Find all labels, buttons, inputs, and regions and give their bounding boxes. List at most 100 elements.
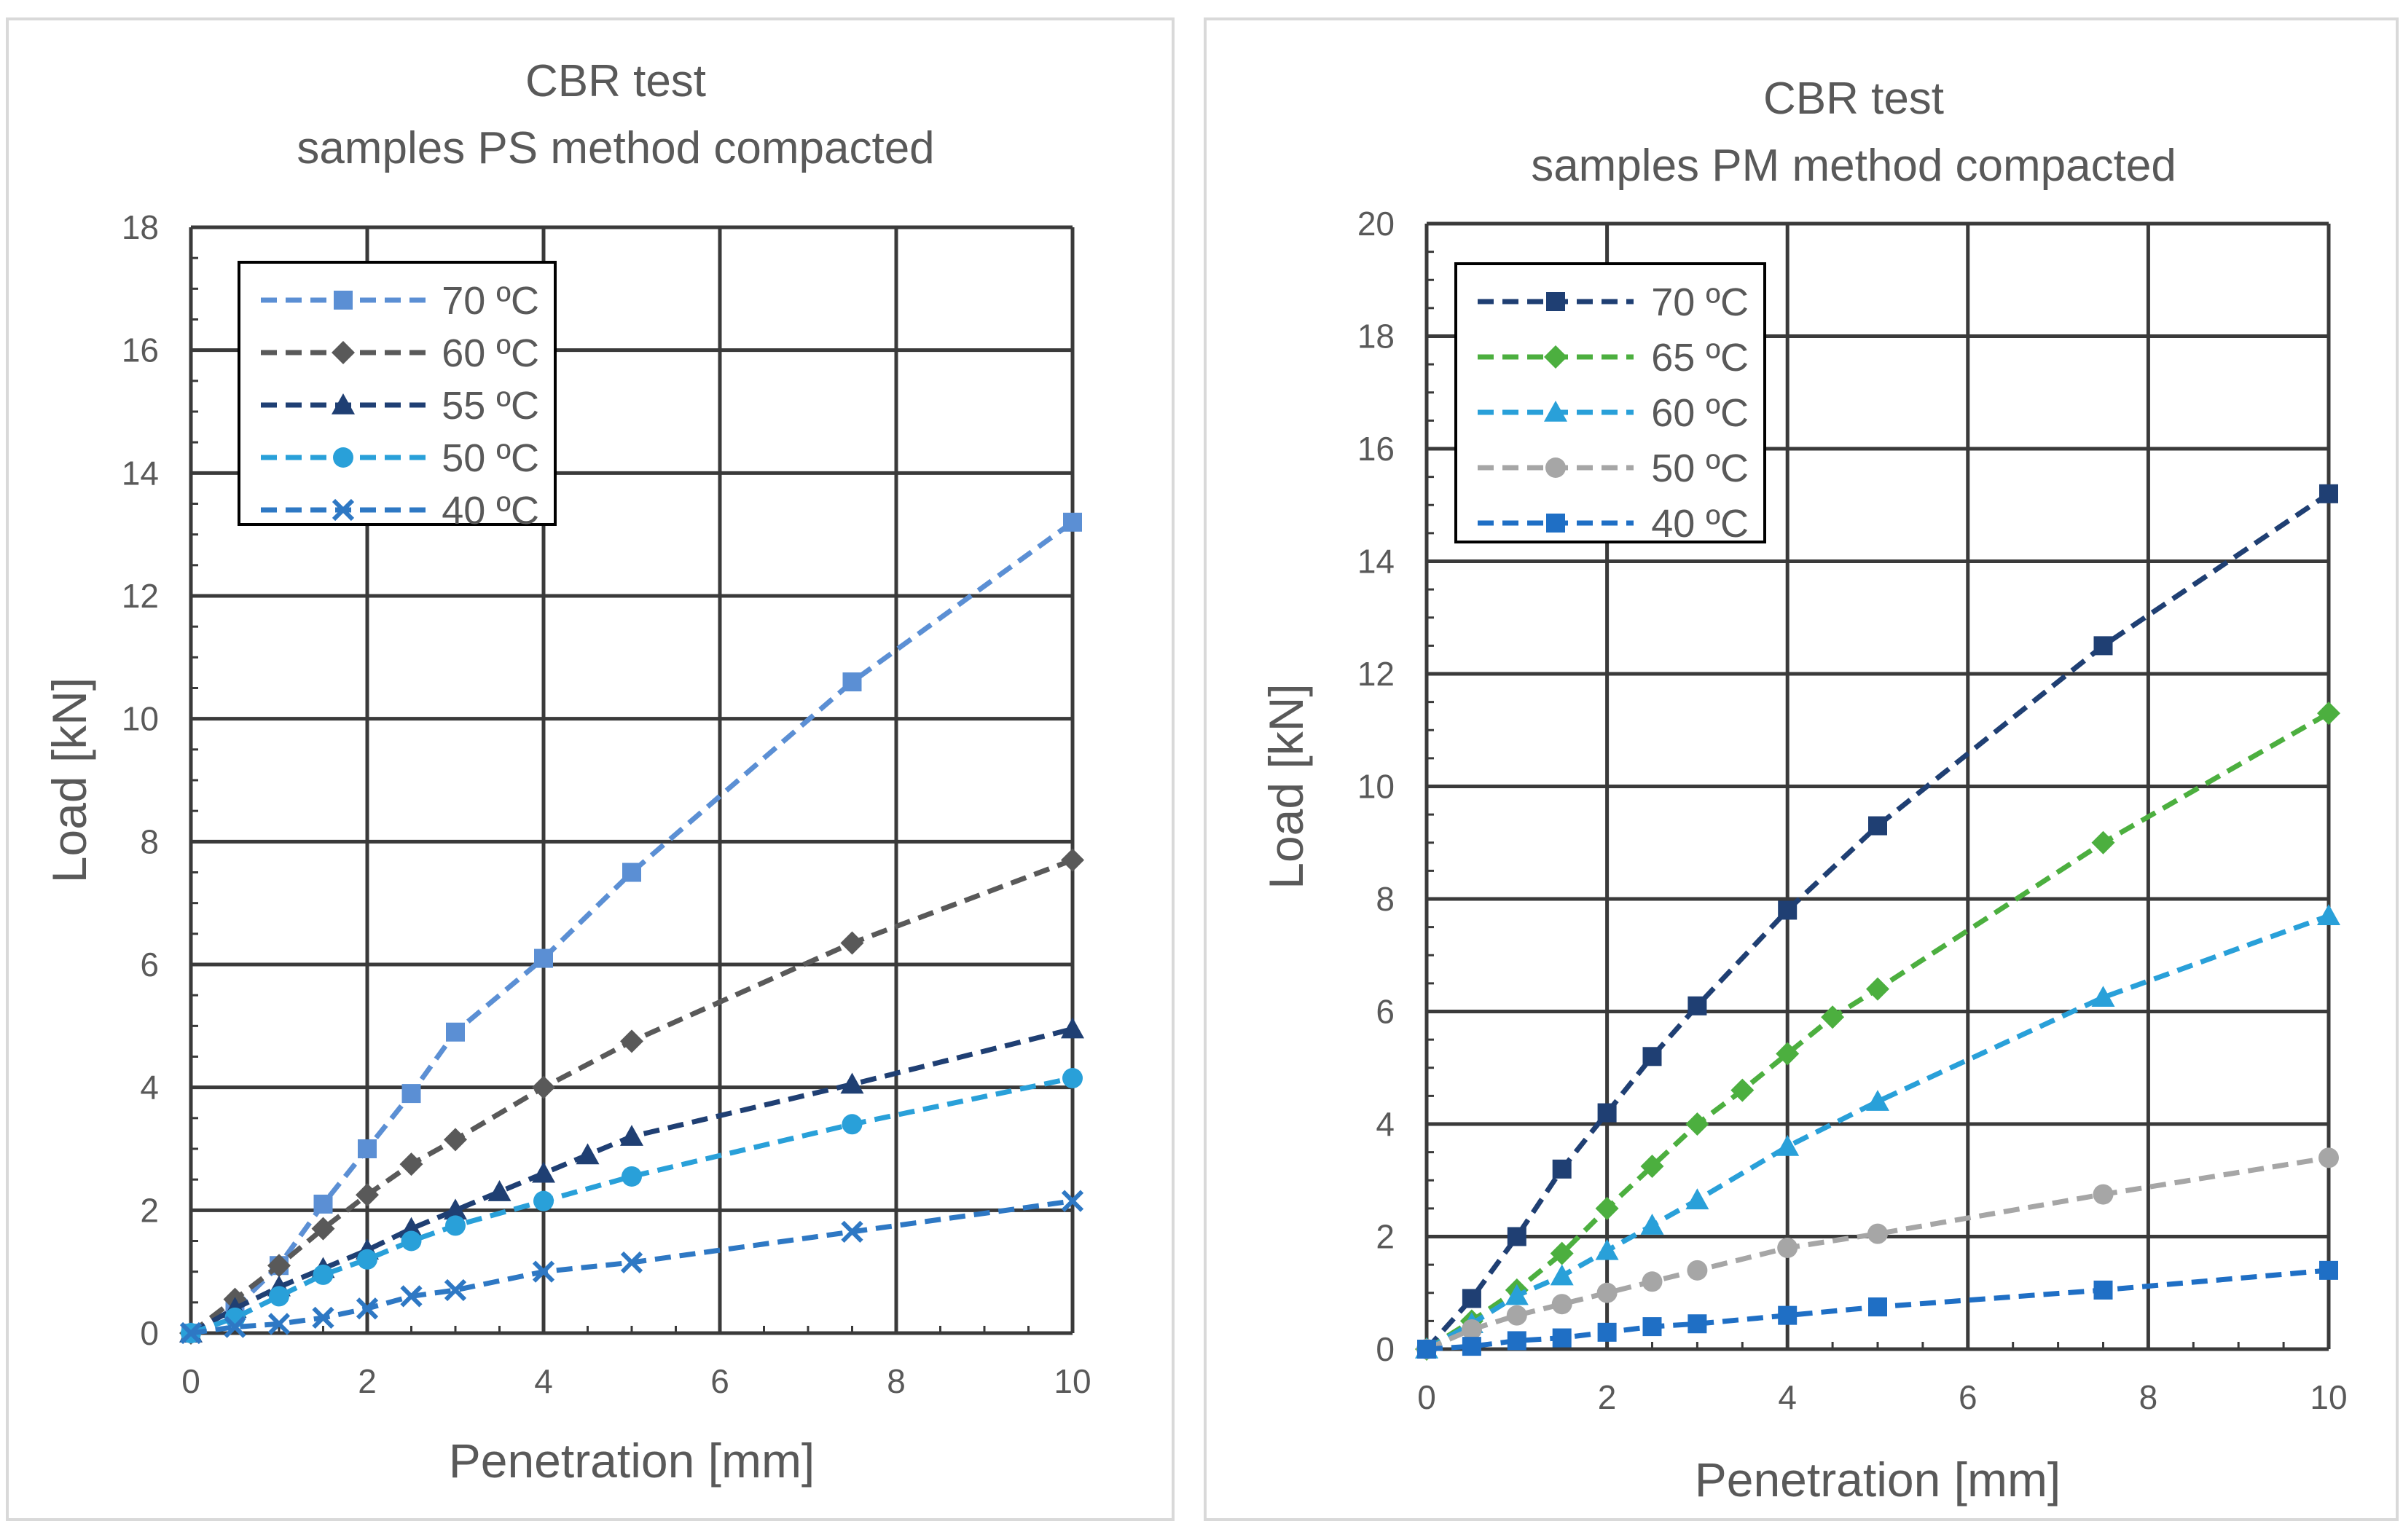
legend-label: 70 ºC — [1651, 280, 1749, 324]
data-point — [840, 931, 864, 955]
data-point — [401, 1084, 421, 1104]
data-point — [1552, 1328, 1572, 1348]
data-point — [1597, 1322, 1617, 1342]
legend-box — [238, 261, 557, 526]
x-tick-label: 4 — [1778, 1378, 1797, 1416]
data-point — [1506, 1305, 1527, 1326]
data-point — [1640, 1214, 1664, 1235]
data-point — [1687, 996, 1707, 1015]
data-point — [1061, 1017, 1084, 1039]
y-tick-label: 16 — [122, 331, 159, 369]
legend-marker — [333, 447, 353, 468]
y-tick-label: 10 — [122, 700, 159, 738]
legend-marker — [1544, 345, 1567, 369]
data-point — [1640, 1154, 1664, 1178]
data-point — [267, 1313, 291, 1335]
y-tick-label: 0 — [1376, 1330, 1395, 1368]
data-point — [1642, 1271, 1663, 1292]
chart-title: samples PM method compacted — [1531, 141, 2176, 191]
x-tick-label: 0 — [181, 1362, 200, 1400]
data-point — [399, 1152, 423, 1176]
legend-label: 50 ºC — [1651, 447, 1749, 490]
data-point — [1777, 1237, 1798, 1258]
data-point — [267, 1254, 291, 1278]
x-axis-title: Penetration [mm] — [449, 1434, 815, 1488]
data-point — [622, 1166, 642, 1187]
data-point — [444, 1198, 467, 1220]
y-axis-title: Load [kN] — [1259, 683, 1313, 889]
data-point — [1866, 977, 1889, 1001]
data-point — [622, 863, 641, 882]
y-tick-label: 6 — [140, 946, 159, 983]
chart-title: CBR test — [1763, 74, 1944, 124]
series-0 — [1417, 484, 2338, 1359]
y-tick-label: 18 — [1357, 318, 1395, 355]
data-point — [2091, 830, 2115, 855]
data-point — [179, 1321, 203, 1345]
data-point — [532, 1075, 555, 1099]
data-point — [1462, 1337, 1481, 1356]
data-point — [1642, 1047, 1662, 1066]
data-point — [1550, 1264, 1574, 1286]
y-tick-label: 8 — [1376, 880, 1395, 918]
legend-box — [1454, 262, 1766, 543]
data-point — [576, 1143, 600, 1165]
legend-item: 50 ºC — [261, 436, 539, 480]
data-point — [1061, 1190, 1084, 1212]
legend-marker — [1546, 514, 1565, 533]
legend-marker — [332, 393, 355, 415]
x-tick-label: 8 — [887, 1362, 906, 1400]
data-point — [842, 1114, 863, 1135]
data-point — [1461, 1319, 1482, 1340]
data-point — [487, 1180, 511, 1201]
y-tick-label: 2 — [140, 1191, 159, 1229]
chart-panel-pm — [1204, 17, 2399, 1521]
data-point — [1417, 1340, 1436, 1359]
data-point — [2093, 1280, 2113, 1300]
data-point — [1776, 1134, 1800, 1156]
data-point — [1595, 1196, 1619, 1220]
y-tick-label: 2 — [1376, 1218, 1395, 1256]
legend-item: 60 ºC — [1478, 391, 1749, 435]
data-point — [2317, 904, 2340, 925]
data-point — [1685, 1188, 1709, 1210]
chart-title: CBR test — [525, 56, 706, 106]
data-point — [2093, 636, 2113, 656]
data-point — [532, 1260, 555, 1283]
y-tick-label: 10 — [1357, 768, 1395, 806]
data-point — [2318, 1147, 2339, 1168]
series-4 — [179, 1190, 1084, 1345]
data-point — [224, 1316, 246, 1338]
data-point — [445, 1215, 466, 1236]
data-point — [1867, 1223, 1888, 1244]
data-point — [533, 1190, 554, 1211]
y-tick-label: 12 — [122, 577, 159, 615]
legend-label: 40 ºC — [442, 489, 539, 533]
legend-label: 60 ºC — [1651, 391, 1749, 435]
data-point — [620, 1125, 643, 1146]
y-tick-label: 12 — [1357, 655, 1395, 693]
y-tick-label: 14 — [122, 454, 159, 492]
legend-marker — [334, 291, 353, 310]
data-point — [842, 672, 862, 692]
legend-item: 40 ºC — [1478, 502, 1749, 546]
data-point — [269, 1286, 289, 1307]
data-point — [401, 1230, 422, 1252]
data-point — [400, 1285, 423, 1308]
data-point — [2319, 1260, 2338, 1280]
legend-label: 40 ºC — [1651, 502, 1749, 546]
x-tick-label: 0 — [1417, 1378, 1436, 1416]
x-tick-label: 8 — [2139, 1378, 2158, 1416]
x-tick-label: 10 — [2310, 1378, 2347, 1416]
series-line — [189, 1075, 1073, 1336]
data-point — [620, 1251, 643, 1274]
y-tick-label: 4 — [140, 1069, 159, 1107]
data-point — [841, 1220, 863, 1243]
y-tick-label: 18 — [122, 208, 159, 246]
data-point — [1687, 1260, 1708, 1281]
data-point — [1685, 1112, 1709, 1136]
data-point — [1597, 1103, 1617, 1123]
series-3 — [1416, 1147, 2339, 1359]
legend-marker — [1545, 457, 1566, 478]
